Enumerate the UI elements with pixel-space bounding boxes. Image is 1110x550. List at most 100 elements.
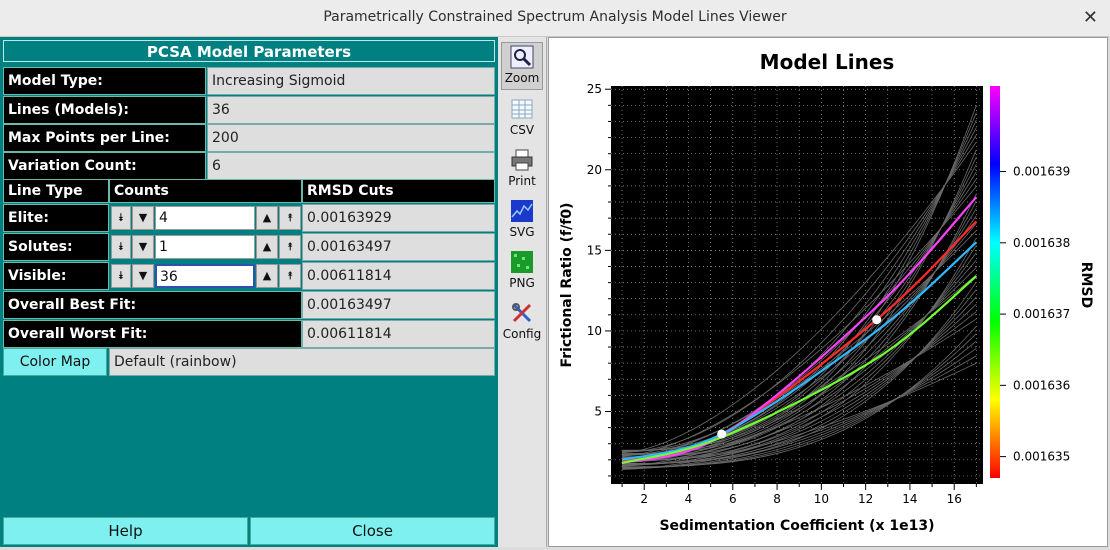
- csv-icon: [511, 99, 533, 119]
- y-tick-label: 15: [587, 243, 602, 257]
- close-icon[interactable]: ✕: [1082, 7, 1098, 28]
- y-tick-label: 5: [594, 404, 602, 418]
- model-line: [622, 281, 977, 464]
- x-axis-ticks: 2 4 6 8 10 12 14 16: [621, 484, 977, 506]
- png-label: PNG: [509, 276, 535, 290]
- model-line: [622, 134, 977, 453]
- visible-label: Visible:: [3, 262, 109, 290]
- x-tick-label: 2: [640, 492, 648, 506]
- solutes-down-icon[interactable]: ▼: [132, 235, 154, 259]
- parameters-panel: PCSA Model Parameters Model Type: Increa…: [0, 37, 498, 547]
- png-export-icon: [511, 251, 533, 273]
- x-tick-label: 8: [773, 492, 781, 506]
- worst-fit-value: 0.00611814: [302, 320, 495, 348]
- solute-points: [717, 315, 882, 439]
- color-map-button[interactable]: Color Map: [3, 348, 107, 376]
- model-line: [622, 141, 977, 454]
- svg-label: SVG: [509, 225, 535, 239]
- visible-double-down-icon[interactable]: ⯯: [111, 264, 131, 288]
- visible-rmsd: 0.00611814: [302, 262, 495, 290]
- model-line: [622, 355, 977, 470]
- max-points-label: Max Points per Line:: [3, 124, 206, 152]
- x-axis-label: Sedimentation Coefficient (x 1e13): [659, 518, 934, 534]
- model-type-label: Model Type:: [3, 67, 206, 95]
- zoom-icon: [510, 45, 534, 69]
- solutes-label: Solutes:: [3, 233, 109, 261]
- visible-count-input[interactable]: 36: [155, 264, 255, 288]
- variation-count-label: Variation Count:: [3, 152, 206, 180]
- window-titlebar: Parametrically Constrained Spectrum Anal…: [0, 0, 1110, 37]
- model-line: [622, 362, 977, 470]
- variation-count-value: 6: [207, 152, 495, 180]
- rmsd-colorbar: [990, 86, 1000, 478]
- elite-label: Elite:: [3, 204, 109, 232]
- elite-count-input[interactable]: 4: [155, 206, 255, 230]
- max-points-value: 200: [207, 124, 495, 152]
- x-tick-label: 6: [729, 492, 737, 506]
- x-tick-label: 12: [858, 492, 873, 506]
- model-type-value: Increasing Sigmoid: [207, 67, 495, 95]
- solute-point: [872, 315, 882, 325]
- model-line: [622, 178, 977, 457]
- solute-point: [717, 429, 727, 439]
- zoom-label: Zoom: [504, 71, 540, 85]
- x-tick-label: 10: [814, 492, 829, 506]
- elite-double-down-icon[interactable]: ⯯: [111, 206, 131, 230]
- plot-panel: Model Lines 2 4 6 8 10 12 14 16 5 10 15 20 25 Sedim…: [548, 37, 1108, 547]
- elite-line: [621, 196, 978, 465]
- colorbar-tick-label: 0.001638: [1013, 236, 1070, 250]
- elite-line: [621, 275, 978, 465]
- solutes-double-down-icon[interactable]: ⯯: [111, 235, 131, 259]
- elite-double-up-icon[interactable]: ⯭: [279, 206, 301, 230]
- svg-export-icon: [511, 200, 533, 222]
- model-line: [622, 112, 977, 452]
- colorbar-tick-label: 0.001639: [1013, 165, 1070, 179]
- params-header: PCSA Model Parameters: [3, 40, 495, 62]
- color-map-value: Default (rainbow): [109, 348, 495, 376]
- elite-down-icon[interactable]: ▼: [132, 206, 154, 230]
- zoom-tool[interactable]: Zoom: [501, 42, 543, 90]
- y-tick-label: 25: [587, 82, 602, 96]
- config-tools-icon: [512, 303, 532, 323]
- model-lines-chart[interactable]: Model Lines 2 4 6 8 10 12 14 16 5 10 15 20 25 Sedim…: [549, 38, 1107, 546]
- colorbar-tick-label: 0.001636: [1013, 378, 1070, 392]
- svg-tool[interactable]: SVG: [501, 197, 543, 245]
- y-tick-label: 10: [587, 324, 602, 338]
- solutes-double-up-icon[interactable]: ⯭: [279, 235, 301, 259]
- elite-up-icon[interactable]: ▲: [256, 206, 278, 230]
- visible-down-icon[interactable]: ▼: [132, 264, 154, 288]
- print-label: Print: [508, 174, 536, 188]
- x-tick-label: 14: [902, 492, 917, 506]
- solutes-up-icon[interactable]: ▲: [256, 235, 278, 259]
- best-fit-value: 0.00163497: [302, 291, 495, 319]
- visible-double-up-icon[interactable]: ⯭: [279, 264, 301, 288]
- colorbar-tick-label: 0.001637: [1013, 307, 1070, 321]
- model-line: [622, 326, 977, 468]
- worst-fit-label: Overall Worst Fit:: [3, 320, 302, 348]
- y-axis-label: Frictional Ratio (f/f0): [559, 203, 575, 368]
- png-tool[interactable]: PNG: [501, 248, 543, 296]
- close-button[interactable]: Close: [250, 517, 495, 545]
- lines-value: 36: [207, 96, 495, 124]
- line-type-header: Line Type: [3, 179, 109, 203]
- solutes-count-input[interactable]: 1: [155, 235, 255, 259]
- colorbar-tick-label: 0.001635: [1013, 450, 1070, 464]
- csv-tool[interactable]: CSV: [501, 95, 543, 143]
- best-fit-label: Overall Best Fit:: [3, 291, 302, 319]
- help-button[interactable]: Help: [3, 517, 248, 545]
- elite-model-lines: [621, 196, 978, 465]
- print-tool[interactable]: Print: [501, 146, 543, 194]
- solutes-rmsd: 0.00163497: [302, 233, 495, 261]
- rmsd-cuts-header: RMSD Cuts: [302, 179, 495, 203]
- x-tick-label: 16: [947, 492, 962, 506]
- config-tool[interactable]: Config: [501, 299, 543, 347]
- config-label: Config: [502, 327, 542, 341]
- y-axis-ticks: 5 10 15 20 25: [587, 82, 611, 477]
- window-title: Parametrically Constrained Spectrum Anal…: [323, 9, 787, 25]
- x-tick-label: 4: [685, 492, 693, 506]
- plot-toolbar: Zoom CSV Print SVG PNG: [498, 37, 547, 547]
- visible-up-icon[interactable]: ▲: [256, 264, 278, 288]
- y-tick-label: 20: [587, 163, 602, 177]
- counts-header: Counts: [109, 179, 302, 203]
- chart-title: Model Lines: [760, 50, 895, 74]
